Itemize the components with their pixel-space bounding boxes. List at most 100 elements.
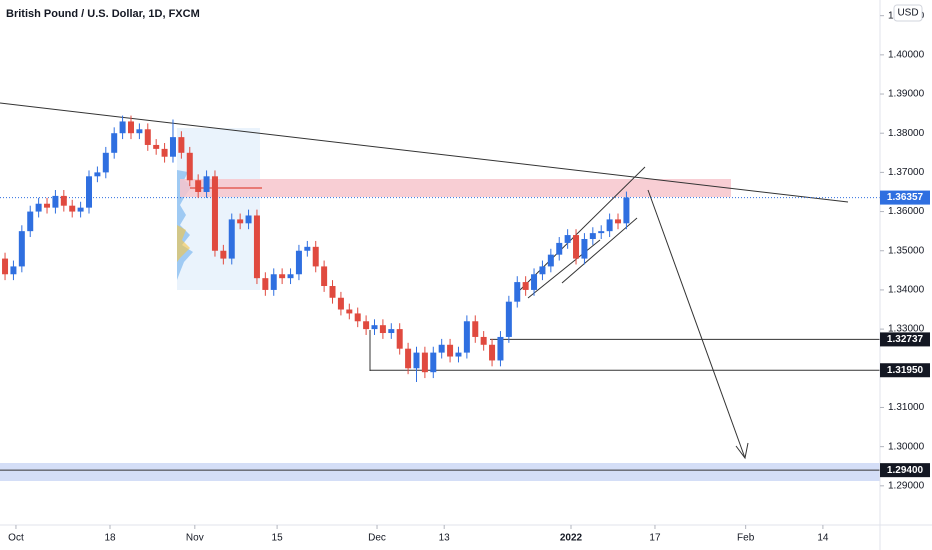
candle-body <box>18 231 25 267</box>
candle-body <box>119 121 126 134</box>
candle-body <box>564 235 571 243</box>
arrow-head <box>735 442 749 460</box>
candle-body <box>463 321 470 353</box>
level-label: 1.32737 <box>887 334 924 345</box>
candle-body <box>153 144 160 149</box>
axis-labels: 1.410001.400001.390001.380001.370001.360… <box>8 10 930 544</box>
y-tick-label: 1.30000 <box>888 441 925 452</box>
candle-body <box>354 313 361 322</box>
candle-body <box>295 250 302 275</box>
candle-body <box>430 352 437 373</box>
candle-body <box>161 148 168 157</box>
candle-body <box>447 344 454 357</box>
candle-body <box>514 282 521 302</box>
candle-body <box>178 137 185 153</box>
candle-body <box>237 219 244 224</box>
candle-body <box>245 215 252 224</box>
candle-body <box>10 266 17 275</box>
candle-body <box>396 329 403 349</box>
candle-body <box>111 133 118 153</box>
candle-body <box>69 205 76 212</box>
currency: USD <box>897 8 918 19</box>
candle-body <box>2 258 9 275</box>
x-tick-label: Dec <box>368 533 386 544</box>
candle-body <box>228 219 235 259</box>
candle-body <box>581 238 588 259</box>
candle-body <box>589 233 596 239</box>
candle-body <box>556 242 563 255</box>
candle-body <box>329 286 336 298</box>
candle-body <box>606 219 613 232</box>
candle-body <box>253 215 260 279</box>
candle-body <box>86 176 93 208</box>
candle-body <box>127 121 134 134</box>
current-price-box <box>880 190 930 205</box>
candle-body <box>270 274 277 290</box>
x-tick-label: 14 <box>817 533 829 544</box>
y-tick-label: 1.33000 <box>888 324 925 335</box>
candle-body <box>94 172 101 177</box>
y-tick-label: 1.31000 <box>888 402 925 413</box>
candle-body <box>186 152 193 181</box>
level-label: 1.31950 <box>887 365 924 376</box>
level-label-box <box>880 332 930 347</box>
candle-body <box>505 301 512 337</box>
volume-profile-value <box>177 225 190 262</box>
channel-lower <box>561 217 638 284</box>
candle-body <box>623 197 630 224</box>
candle-body <box>169 137 176 157</box>
x-tick-label: Oct <box>8 533 24 544</box>
x-tick-label: Nov <box>186 533 204 544</box>
candle-body <box>489 344 496 361</box>
candle-body <box>60 195 67 206</box>
x-tick-label: 2022 <box>560 533 583 544</box>
candle-body <box>27 211 34 232</box>
candle-body <box>279 274 286 279</box>
candle-body <box>363 321 370 330</box>
candle-body <box>421 352 428 373</box>
candle-body <box>44 203 51 208</box>
candle-body <box>547 254 554 267</box>
candle-body <box>615 219 622 224</box>
y-tick-label: 1.38000 <box>888 128 925 139</box>
candle-body <box>262 278 269 290</box>
current-price-label: 1.36357 <box>887 192 924 203</box>
candle-body <box>304 246 311 251</box>
candle-body <box>144 129 151 145</box>
candle-body <box>52 195 59 208</box>
projection-arrow <box>647 189 746 459</box>
candle-body <box>220 250 227 259</box>
levels <box>0 197 880 471</box>
support-band <box>0 463 880 481</box>
candle-body <box>371 325 378 330</box>
candle-body <box>312 246 319 267</box>
candle-body <box>102 152 109 173</box>
candle-body <box>287 274 294 279</box>
candle-body <box>388 329 395 334</box>
candle-body <box>203 176 210 192</box>
y-tick-label: 1.36000 <box>888 206 925 217</box>
x-tick-label: 18 <box>104 533 116 544</box>
candle-body <box>405 348 412 369</box>
chart-title: British Pound / U.S. Dollar, 1D, FXCM <box>6 8 200 20</box>
candle-body <box>195 180 202 192</box>
level-label: 1.29400 <box>887 465 924 476</box>
candle-body <box>211 176 218 251</box>
x-tick-label: 13 <box>439 533 451 544</box>
y-tick-label: 1.35000 <box>888 245 925 256</box>
level-label-box <box>880 363 930 378</box>
candle-body <box>522 282 529 290</box>
x-tick-label: 17 <box>649 533 661 544</box>
candle-body <box>379 325 386 334</box>
channel-mid <box>527 239 601 299</box>
y-tick-label: 1.40000 <box>888 49 925 60</box>
candle-body <box>346 309 353 314</box>
candle-body <box>413 352 420 369</box>
y-tick-label: 1.37000 <box>888 167 925 178</box>
trend-line <box>0 102 849 203</box>
candle-body <box>497 336 504 361</box>
candle-body <box>455 352 462 357</box>
candle-body <box>337 297 344 310</box>
